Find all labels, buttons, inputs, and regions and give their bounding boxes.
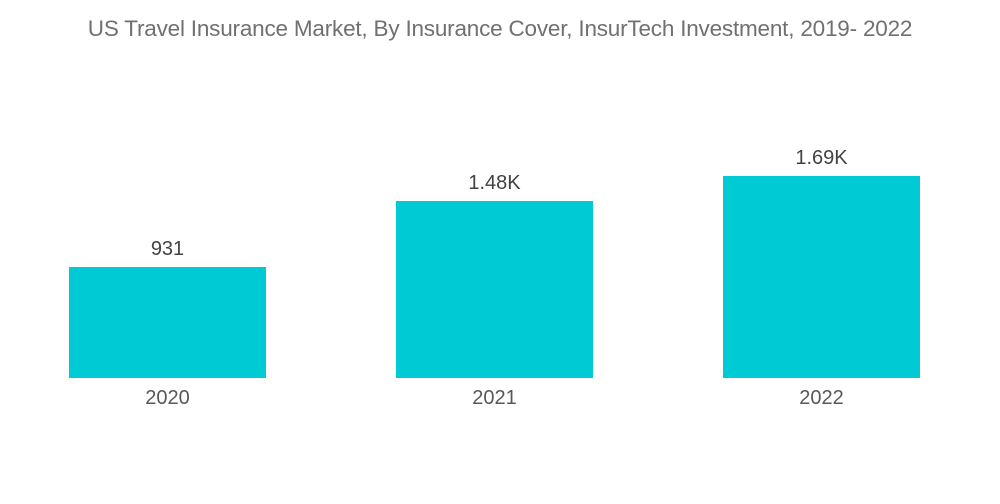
bar-2021 [396,201,593,378]
bar-group-2022: 1.69K 2022 [658,147,985,409]
bar-group-2021: 1.48K 2021 [331,172,658,409]
category-label: 2020 [145,387,190,409]
chart-title: US Travel Insurance Market, By Insurance… [87,16,913,41]
bar-value-label: 931 [150,238,185,260]
category-label: 2021 [472,387,517,409]
category-label: 2022 [799,387,844,409]
bar-2020 [69,267,266,378]
bar-value-label: 1.48K [468,172,521,194]
bar-plot-area: 931 2020 1.48K 2021 1.69K 2022 [4,147,985,409]
bar-value-label: 1.69K [795,147,848,169]
bar-group-2020: 931 2020 [4,238,331,409]
bar-2022 [723,176,920,378]
